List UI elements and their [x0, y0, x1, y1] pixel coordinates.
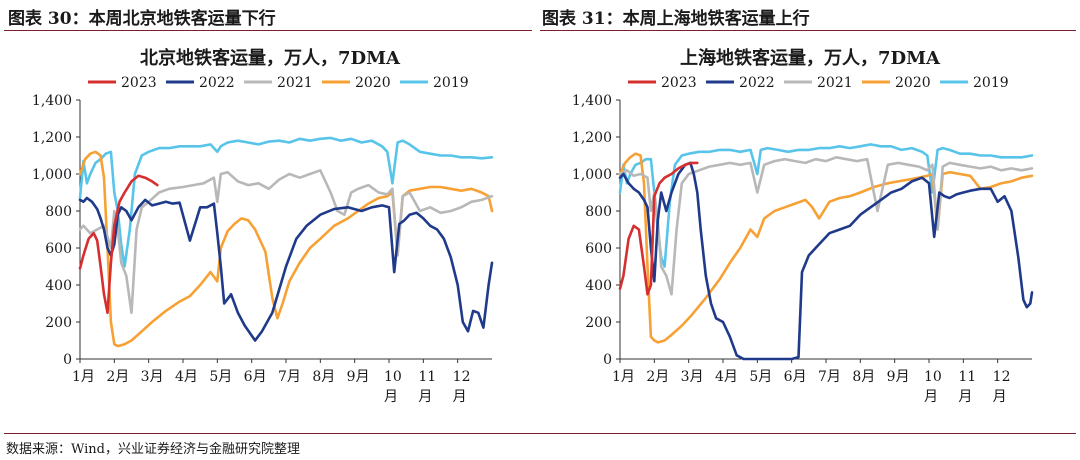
legend-label: 2021 — [817, 75, 853, 91]
header-rule-right — [540, 30, 1076, 31]
y-tick-label: 1,000 — [32, 167, 72, 183]
figure-31-label: 图表 31：本周上海地铁客运量上行 — [542, 9, 810, 29]
x-tick-label: 6月 — [244, 369, 267, 385]
legend-item-2021: 2021 — [244, 75, 313, 91]
shanghai-chart-title: 上海地铁客运量，万人，7DMA — [679, 48, 941, 69]
x-tick-label: 9月 — [347, 369, 370, 385]
legend-item-2021: 2021 — [784, 75, 853, 91]
y-tick-label: 400 — [45, 278, 72, 294]
beijing-chart-panel: 北京地铁客运量，万人，7DMA 2023 2022 2021 2020 2019 0 200… — [0, 34, 540, 430]
legend-label: 2022 — [199, 75, 235, 91]
x-tick-label: 8月 — [312, 369, 335, 385]
legend-label: 2021 — [277, 75, 313, 91]
series-line-2021 — [618, 156, 1034, 296]
legend-label: 2023 — [661, 75, 697, 91]
y-tick-label: 200 — [585, 315, 612, 331]
y-tick-label: 1,000 — [572, 167, 612, 183]
x-tick-label: 12 月 — [993, 369, 1011, 405]
legend-label: 2020 — [895, 75, 931, 91]
x-tick-label: 4月 — [175, 369, 198, 385]
x-tick-label: 11 月 — [418, 369, 436, 405]
series-line-2021 — [78, 169, 494, 315]
y-tick-label: 600 — [45, 241, 72, 257]
legend-label: 2023 — [121, 75, 157, 91]
y-tick-label: 400 — [585, 278, 612, 294]
series-line-2022 — [78, 196, 494, 342]
header-rule-left — [4, 30, 532, 31]
legend-label: 2019 — [433, 75, 469, 91]
legend-item-2019: 2019 — [940, 75, 1009, 91]
legend-item-2023: 2023 — [88, 75, 157, 91]
y-tick-label: 800 — [585, 204, 612, 220]
legend-item-2022: 2022 — [166, 75, 235, 91]
x-tick-label: 7月 — [818, 369, 841, 385]
y-tick-label: 800 — [45, 204, 72, 220]
footer-rule — [4, 433, 1076, 434]
legend-item-2022: 2022 — [706, 75, 775, 91]
legend-label: 2022 — [739, 75, 775, 91]
beijing-chart-title: 北京地铁客运量，万人，7DMA — [139, 48, 401, 69]
x-tick-label: 8月 — [852, 369, 875, 385]
x-tick-label: 1月 — [72, 369, 95, 385]
shanghai-chart: 2023 2022 2021 2020 2019 0 200 400 600 800 1,000 1,… — [572, 75, 1034, 405]
y-tick-label: 0 — [63, 352, 72, 368]
series-line-2019 — [78, 136, 494, 268]
series-line-2022 — [618, 161, 1034, 361]
x-tick-label: 4月 — [715, 369, 738, 385]
legend-item-2023: 2023 — [628, 75, 697, 91]
x-tick-label: 11 月 — [958, 369, 976, 405]
x-tick-label: 2月 — [106, 369, 129, 385]
x-tick-label: 1月 — [612, 369, 635, 385]
shanghai-chart-panel: 上海地铁客运量，万人，7DMA 2023 2022 2021 2020 2019 0 200… — [540, 34, 1080, 430]
y-tick-label: 0 — [603, 352, 612, 368]
x-tick-label: 10 月 — [384, 369, 402, 405]
figure-30-label: 图表 30：本周北京地铁客运量下行 — [8, 9, 276, 29]
series-line-2023 — [618, 161, 699, 296]
y-tick-label: 1,200 — [572, 130, 612, 146]
series-line-2023 — [78, 174, 159, 315]
x-tick-label: 5月 — [209, 369, 232, 385]
series-line-2020 — [78, 150, 494, 348]
series-line-2020 — [618, 152, 1034, 344]
x-tick-label: 9月 — [887, 369, 910, 385]
source-note: 数据来源：Wind，兴业证券经济与金融研究院整理 — [6, 442, 300, 457]
y-tick-label: 600 — [585, 241, 612, 257]
legend-label: 2020 — [355, 75, 391, 91]
x-tick-label: 12 月 — [453, 369, 471, 405]
x-tick-label: 6月 — [784, 369, 807, 385]
y-tick-label: 200 — [45, 315, 72, 331]
beijing-chart: 2023 2022 2021 2020 2019 0 200 400 600 800 1,000 1,… — [32, 75, 494, 405]
legend-item-2019: 2019 — [400, 75, 469, 91]
x-tick-label: 3月 — [141, 369, 164, 385]
x-tick-label: 3月 — [681, 369, 704, 385]
y-tick-label: 1,400 — [572, 93, 612, 109]
legend-item-2020: 2020 — [862, 75, 931, 91]
x-tick-label: 5月 — [749, 369, 772, 385]
x-tick-label: 7月 — [278, 369, 301, 385]
y-tick-label: 1,400 — [32, 93, 72, 109]
legend-item-2020: 2020 — [322, 75, 391, 91]
legend-label: 2019 — [973, 75, 1009, 91]
y-tick-label: 1,200 — [32, 130, 72, 146]
x-tick-label: 2月 — [646, 369, 669, 385]
x-tick-label: 10 月 — [924, 369, 942, 405]
